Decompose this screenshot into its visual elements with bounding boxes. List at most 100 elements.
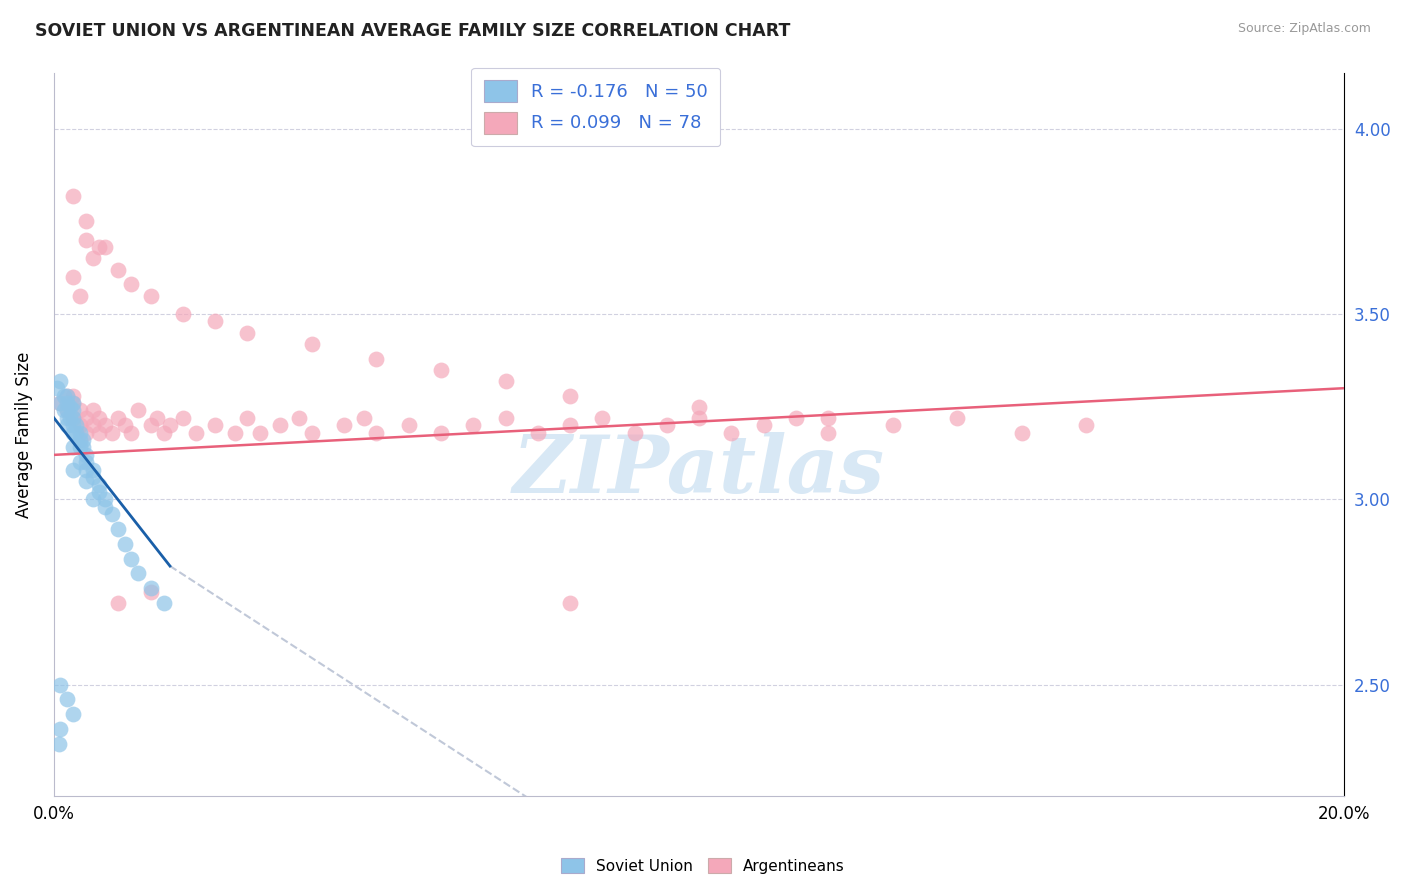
- Point: [114, 418, 136, 433]
- Point: [752, 418, 775, 433]
- Point: [688, 410, 710, 425]
- Point: [72, 441, 94, 455]
- Point: [87, 240, 110, 254]
- Point: [120, 551, 142, 566]
- Point: [688, 400, 710, 414]
- Point: [720, 425, 742, 440]
- Text: SOVIET UNION VS ARGENTINEAN AVERAGE FAMILY SIZE CORRELATION CHART: SOVIET UNION VS ARGENTINEAN AVERAGE FAMI…: [35, 22, 790, 40]
- Point: [82, 463, 104, 477]
- Text: ZIPatlas: ZIPatlas: [513, 432, 886, 509]
- Point: [69, 455, 91, 469]
- Legend: R = -0.176   N = 50, R = 0.099   N = 78: R = -0.176 N = 50, R = 0.099 N = 78: [471, 68, 720, 146]
- Point: [87, 425, 110, 440]
- Point: [591, 410, 613, 425]
- Point: [120, 277, 142, 292]
- Point: [114, 537, 136, 551]
- Point: [55, 418, 77, 433]
- Legend: Soviet Union, Argentineans: Soviet Union, Argentineans: [555, 852, 851, 880]
- Point: [107, 262, 129, 277]
- Point: [69, 441, 91, 455]
- Point: [249, 425, 271, 440]
- Point: [1076, 418, 1098, 433]
- Point: [75, 214, 97, 228]
- Point: [62, 270, 84, 285]
- Point: [172, 307, 194, 321]
- Point: [139, 581, 162, 595]
- Point: [107, 410, 129, 425]
- Point: [55, 396, 77, 410]
- Point: [430, 425, 453, 440]
- Point: [107, 522, 129, 536]
- Point: [204, 314, 226, 328]
- Point: [224, 425, 246, 440]
- Point: [127, 403, 149, 417]
- Point: [69, 418, 91, 433]
- Point: [82, 418, 104, 433]
- Point: [184, 425, 207, 440]
- Point: [49, 396, 72, 410]
- Point: [75, 448, 97, 462]
- Point: [49, 722, 72, 736]
- Point: [463, 418, 485, 433]
- Point: [101, 507, 124, 521]
- Point: [817, 425, 839, 440]
- Point: [82, 403, 104, 417]
- Point: [159, 418, 181, 433]
- Point: [62, 188, 84, 202]
- Point: [94, 492, 117, 507]
- Point: [62, 410, 84, 425]
- Point: [558, 596, 581, 610]
- Point: [94, 500, 117, 514]
- Point: [75, 233, 97, 247]
- Point: [94, 418, 117, 433]
- Point: [882, 418, 904, 433]
- Point: [75, 463, 97, 477]
- Point: [62, 410, 84, 425]
- Point: [333, 418, 356, 433]
- Point: [236, 326, 259, 340]
- Point: [623, 425, 645, 440]
- Point: [55, 403, 77, 417]
- Point: [75, 474, 97, 488]
- Point: [366, 351, 388, 366]
- Point: [107, 596, 129, 610]
- Point: [72, 433, 94, 447]
- Point: [139, 418, 162, 433]
- Point: [62, 396, 84, 410]
- Point: [139, 288, 162, 302]
- Point: [146, 410, 169, 425]
- Point: [527, 425, 550, 440]
- Point: [301, 425, 323, 440]
- Point: [49, 396, 72, 410]
- Point: [288, 410, 311, 425]
- Point: [55, 692, 77, 706]
- Point: [101, 425, 124, 440]
- Point: [87, 477, 110, 491]
- Point: [48, 737, 70, 751]
- Point: [55, 403, 77, 417]
- Point: [65, 425, 87, 440]
- Y-axis label: Average Family Size: Average Family Size: [15, 351, 32, 517]
- Point: [82, 470, 104, 484]
- Point: [120, 425, 142, 440]
- Point: [49, 677, 72, 691]
- Point: [69, 425, 91, 440]
- Point: [75, 425, 97, 440]
- Point: [495, 374, 517, 388]
- Point: [127, 566, 149, 581]
- Point: [62, 425, 84, 440]
- Point: [52, 388, 75, 402]
- Point: [558, 388, 581, 402]
- Point: [139, 585, 162, 599]
- Point: [55, 388, 77, 402]
- Point: [398, 418, 420, 433]
- Point: [75, 455, 97, 469]
- Point: [52, 403, 75, 417]
- Point: [62, 418, 84, 433]
- Point: [655, 418, 678, 433]
- Point: [204, 418, 226, 433]
- Point: [785, 410, 807, 425]
- Point: [75, 410, 97, 425]
- Point: [62, 463, 84, 477]
- Point: [817, 410, 839, 425]
